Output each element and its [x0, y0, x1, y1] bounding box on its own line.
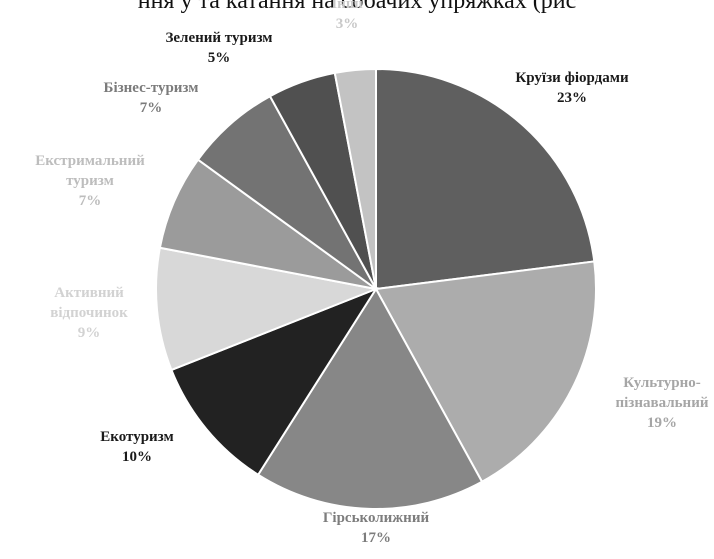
- pie-slice-name: Гірськолижний: [323, 510, 430, 526]
- pie-slice-label: Гірськолижний 17%: [323, 510, 430, 546]
- pie-slice-label: Культурно-пізнавальний 19%: [616, 375, 709, 431]
- pie-slice-percent: 17%: [361, 530, 391, 546]
- page-top-text: ння у та катання на собачих упряжках (ри…: [137, 0, 577, 14]
- pie-slice-label: Екстримальний туризм 7%: [35, 153, 145, 209]
- pie-slice-percent: 23%: [557, 90, 587, 106]
- pie-slice-name: туризм: [66, 173, 114, 189]
- pie-slice-name: відпочинок: [50, 305, 128, 321]
- pie-slice: [333, 67, 377, 290]
- pie-slice: [256, 287, 484, 510]
- pie-slice-percent: 5%: [208, 50, 231, 66]
- pie-slice-label: Бізнес-туризм 7%: [104, 80, 199, 116]
- pie-slice-label: Активний відпочинок 9%: [50, 285, 128, 341]
- pie-slice-name: Активний: [54, 285, 124, 301]
- pie-slice-name: Круїзи фіордами: [515, 70, 629, 86]
- pie-labels: Круїзи фіордами 23% Культурно-пізнавальний…: [35, 0, 709, 546]
- pie-slice-percent: 19%: [647, 415, 677, 431]
- pie-slice-name: Культурно-: [623, 375, 701, 391]
- pie-slice-percent: 3%: [336, 16, 359, 32]
- pie-slice-percent: 10%: [122, 449, 152, 465]
- pie-slice: [170, 286, 379, 477]
- pie-slice-label: Екотуризм 10%: [100, 429, 173, 465]
- pie-slice-name: Зелений туризм: [165, 30, 272, 46]
- pie-slices: [155, 67, 597, 510]
- pie-slice-name: Екотуризм: [100, 429, 173, 445]
- pie-slice-label: Зелений туризм 5%: [165, 30, 272, 66]
- pie-slice: [375, 67, 596, 291]
- pie-slice: [374, 260, 597, 484]
- pie-slice-name: пізнавальний: [616, 395, 709, 411]
- pie-slice-label: Інші 3%: [331, 0, 362, 32]
- pie-slice-name: Інші: [331, 0, 362, 12]
- pie-slice-name: Екстримальний: [35, 153, 145, 169]
- pie-slice-percent: 7%: [79, 193, 102, 209]
- pie-slice-label: Круїзи фіордами 23%: [515, 70, 629, 106]
- pie-slice: [155, 246, 380, 372]
- pie-slice-percent: 7%: [140, 100, 163, 116]
- pie-slice-name: Бізнес-туризм: [104, 80, 199, 96]
- pie-slice-percent: 9%: [78, 325, 101, 341]
